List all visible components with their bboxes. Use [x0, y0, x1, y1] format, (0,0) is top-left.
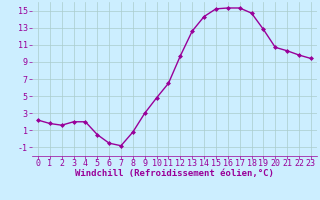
X-axis label: Windchill (Refroidissement éolien,°C): Windchill (Refroidissement éolien,°C): [75, 169, 274, 178]
